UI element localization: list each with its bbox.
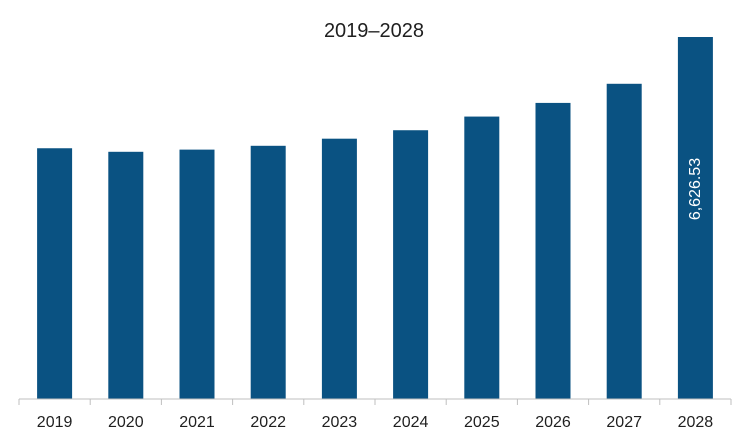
x-axis-tick-labels: 2019 2020 2021 2022 2023 2024 2025 2026 2027 2028 <box>37 414 713 431</box>
bar-2026 <box>535 102 571 399</box>
data-label-2028: 6,626.53 <box>687 158 704 220</box>
x-tick-label-2025: 2025 <box>464 414 500 431</box>
data-labels-group: 6,626.53 <box>687 158 704 220</box>
x-tick-label-2023: 2023 <box>322 414 358 431</box>
x-tick-label-2022: 2022 <box>250 414 286 431</box>
bar-2025 <box>464 116 500 399</box>
chart-title: 2019–2028 <box>324 20 424 42</box>
x-tick-label-2021: 2021 <box>179 414 215 431</box>
bar-2022 <box>250 145 286 399</box>
x-tick-label-2027: 2027 <box>606 414 642 431</box>
x-tick-label-2026: 2026 <box>535 414 571 431</box>
bars-group <box>37 37 713 400</box>
bar-2024 <box>393 130 429 400</box>
bar-2023 <box>321 138 357 399</box>
x-tick-label-2024: 2024 <box>393 414 429 431</box>
bar-2021 <box>179 149 215 399</box>
bar-2020 <box>108 151 144 399</box>
bar-2028 <box>677 37 713 399</box>
x-tick-label-2028: 2028 <box>678 414 714 431</box>
x-axis-ticks <box>18 399 732 405</box>
x-tick-label-2019: 2019 <box>37 414 73 431</box>
x-tick-label-2020: 2020 <box>108 414 144 431</box>
bar-2027 <box>606 83 642 399</box>
bar-2019 <box>37 148 73 399</box>
